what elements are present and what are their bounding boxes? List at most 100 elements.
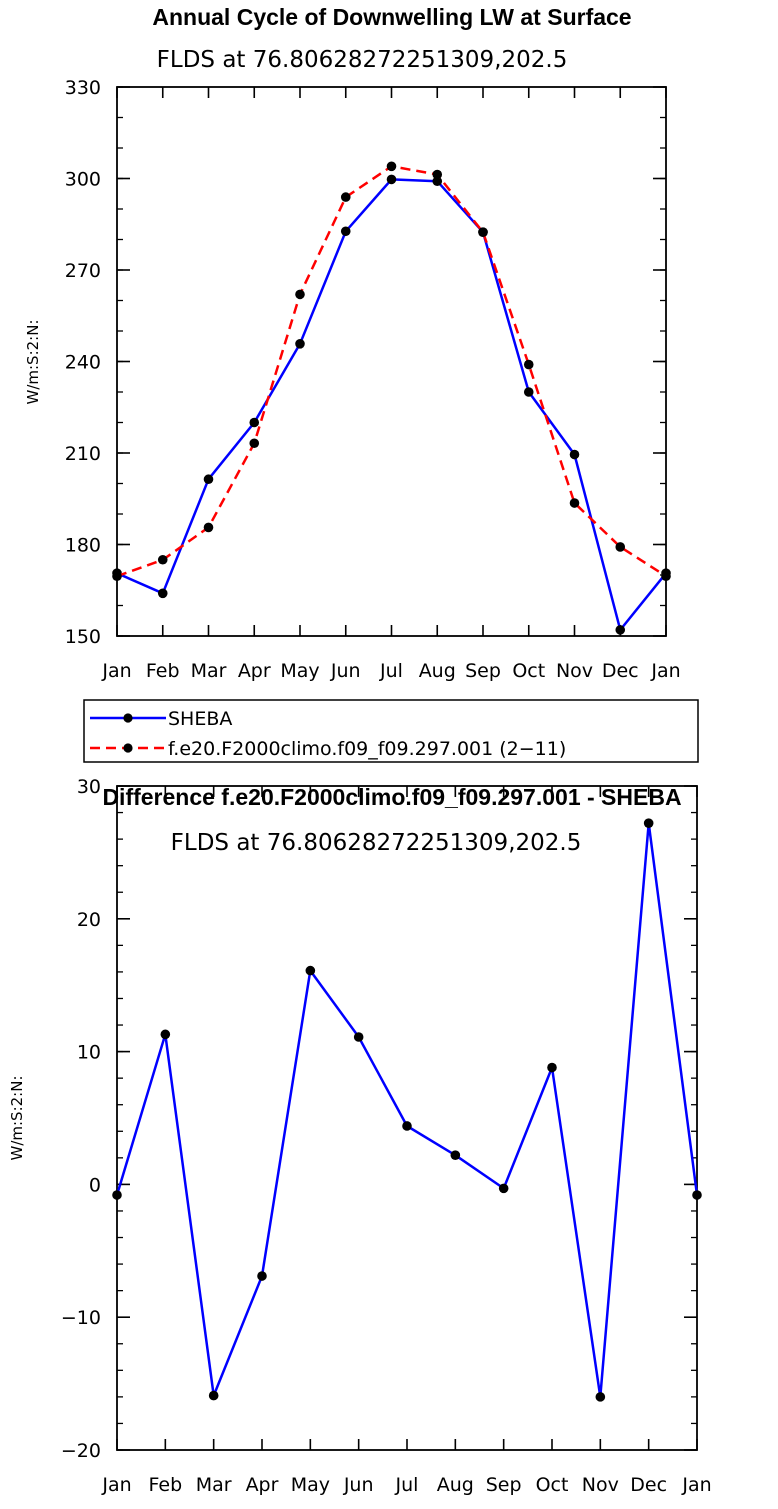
x-tick-label: Dec: [602, 660, 639, 682]
y-tick-label: 300: [65, 169, 101, 191]
series-line: [115, 821, 699, 1399]
y-axis-label: W/m:S:2:N:: [8, 1076, 26, 1161]
legend-label-sheba: SHEBA: [168, 708, 232, 730]
chart-title: Difference f.e20.F2000climo.f09_f09.297.…: [102, 784, 681, 810]
series-0: [112, 818, 702, 1402]
x-axis-ticks: Jan Feb Mar Apr May Jun Jul Aug Sep Oct Nov Dec Jan: [101, 87, 681, 682]
y-axis-label: W/m:S:2:N:: [24, 320, 42, 405]
legend-label-model: f.e20.F2000climo.f09_f09.297.001 (2−11): [168, 738, 566, 760]
data-point: [661, 571, 671, 582]
data-point: [595, 1392, 606, 1402]
y-tick-label: 0: [89, 1174, 101, 1196]
y-tick-label: 210: [65, 443, 101, 465]
data-point: [569, 498, 580, 508]
data-point: [249, 438, 260, 449]
legend-marker-sheba: [123, 713, 133, 723]
data-point: [523, 387, 534, 397]
legend: SHEBA f.e20.F2000climo.f09_f09.297.001 (…: [83, 699, 699, 763]
y-tick-label: 330: [65, 77, 101, 99]
data-point: [305, 965, 316, 976]
data-point: [432, 176, 443, 187]
data-point: [615, 625, 626, 635]
x-tick-label: Nov: [556, 660, 593, 682]
panel-difference: Difference f.e20.F2000climo.f09_f09.297.…: [8, 776, 712, 1496]
series-1: [112, 161, 671, 582]
plot-area: Jan Feb Mar Apr May Jun Jul Aug Sep Oct Nov Dec Jan1…: [65, 77, 681, 682]
legend-marker-model: [123, 743, 133, 753]
x-tick-label: Nov: [582, 1474, 619, 1496]
plot-area: Jan Feb Mar Apr May Jun Jul Aug Sep Oct Nov Dec Jan−…: [61, 776, 712, 1496]
data-point: [157, 554, 168, 565]
x-tick-label: Aug: [437, 1474, 474, 1496]
x-tick-label: May: [291, 1474, 330, 1496]
legend-entry-sheba: SHEBA: [90, 708, 232, 730]
data-point: [160, 1029, 171, 1040]
data-point: [643, 818, 654, 828]
series-line: [116, 165, 667, 578]
chart-subtitle: FLDS at 76.80628272251309,202.5: [171, 830, 582, 856]
data-point: [340, 192, 351, 202]
y-tick-label: −10: [61, 1307, 101, 1329]
data-point: [157, 588, 168, 599]
chart-subtitle: FLDS at 76.80628272251309,202.5: [157, 47, 568, 73]
y-tick-label: 20: [77, 909, 101, 931]
y-tick-label: 270: [65, 260, 101, 282]
data-point: [257, 1271, 267, 1281]
data-point: [340, 226, 351, 237]
data-point: [295, 289, 305, 300]
data-point: [547, 1062, 557, 1073]
y-tick-label: 180: [65, 535, 101, 557]
plot-frame: [116, 785, 698, 1451]
data-point: [432, 169, 443, 180]
data-point: [208, 1390, 219, 1401]
panel-annual-cycle: Annual Cycle of Downwelling LW at Surfac…: [24, 4, 699, 763]
x-tick-label: Jan: [101, 1474, 131, 1496]
y-axis-ticks: −20 −10 0 10 20 30: [61, 776, 697, 1462]
y-tick-label: 240: [65, 352, 101, 374]
data-point: [203, 522, 214, 533]
data-point: [112, 571, 122, 582]
data-point: [386, 161, 397, 172]
legend-entry-model: f.e20.F2000climo.f09_f09.297.001 (2−11): [90, 738, 566, 760]
x-tick-label: Mar: [196, 1474, 232, 1496]
x-tick-label: Dec: [630, 1474, 667, 1496]
x-tick-label: Sep: [486, 1474, 522, 1496]
data-point: [498, 1183, 509, 1194]
y-tick-label: 10: [77, 1042, 101, 1064]
data-point: [386, 174, 397, 185]
data-point: [615, 542, 626, 552]
data-point: [450, 1150, 461, 1160]
y-axis-ticks: 150 180 210 240 270 300 330: [65, 77, 666, 648]
y-tick-label: −20: [61, 1440, 101, 1462]
x-tick-label: Mar: [191, 660, 227, 682]
x-tick-label: Jul: [395, 1474, 419, 1496]
x-tick-label: Feb: [149, 1474, 183, 1496]
x-tick-label: Feb: [146, 660, 180, 682]
chart-title: Annual Cycle of Downwelling LW at Surfac…: [152, 4, 631, 30]
x-tick-label: Sep: [465, 660, 501, 682]
x-tick-label: May: [280, 660, 319, 682]
series-line: [116, 178, 667, 632]
data-point: [478, 227, 488, 237]
legend-box: [83, 699, 699, 763]
data-point: [203, 474, 214, 485]
data-point: [295, 339, 305, 349]
x-tick-label: Apr: [246, 1474, 279, 1496]
y-tick-label: 30: [77, 776, 101, 798]
data-point: [112, 1190, 122, 1200]
x-axis-ticks: Jan Feb Mar Apr May Jun Jul Aug Sep Oct Nov Dec Jan: [101, 786, 712, 1496]
series-0: [112, 174, 671, 635]
data-point: [523, 359, 534, 370]
x-tick-label: Jun: [330, 660, 361, 682]
x-tick-label: Jun: [343, 1474, 374, 1496]
x-tick-label: Apr: [238, 660, 271, 682]
data-point: [569, 449, 580, 460]
y-axis-minor-ticks: [117, 785, 697, 1451]
x-tick-label: Jan: [650, 660, 680, 682]
x-tick-label: Jul: [379, 660, 403, 682]
data-point: [692, 1190, 702, 1200]
data-point: [249, 417, 260, 428]
x-tick-label: Jan: [101, 660, 131, 682]
